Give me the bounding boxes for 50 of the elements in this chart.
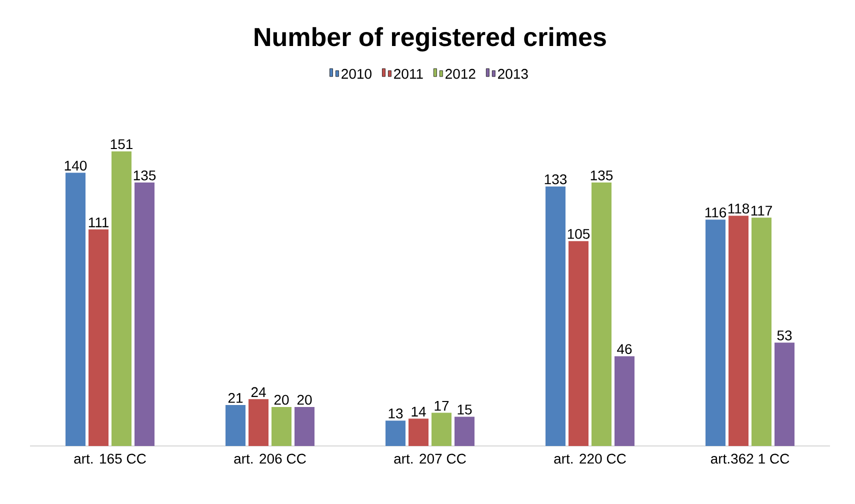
data-label: 14	[412, 406, 426, 416]
bar	[408, 418, 429, 446]
bar	[614, 356, 635, 446]
bar	[226, 405, 246, 446]
data-label: 17	[434, 400, 449, 411]
data-label: 133	[544, 174, 567, 184]
data-label: 105	[568, 228, 590, 239]
data-label: 151	[110, 139, 133, 150]
x-tick-label: art. 220 CC	[554, 454, 626, 464]
bar	[592, 182, 612, 446]
bar	[272, 406, 292, 446]
data-label: 13	[388, 408, 403, 418]
bar	[134, 182, 155, 446]
data-label: 116	[705, 208, 726, 218]
bar	[386, 420, 406, 446]
x-tick-label: art. 165 CC	[74, 454, 146, 464]
bar	[294, 406, 315, 446]
bar	[248, 399, 269, 446]
bar	[88, 229, 109, 446]
x-tick-label: art. 206 CC	[234, 454, 306, 464]
bar	[568, 241, 589, 446]
data-label: 20	[274, 394, 289, 405]
data-label: 117	[751, 206, 772, 216]
bar	[774, 342, 795, 446]
data-label: 21	[228, 393, 243, 403]
data-label: 46	[617, 344, 632, 354]
x-tick-label: art.362 1 CC	[710, 454, 790, 464]
bar	[454, 416, 475, 446]
bar	[66, 172, 86, 446]
data-label: 20	[297, 394, 312, 405]
data-label: 118	[728, 204, 750, 214]
data-label: 53	[777, 330, 792, 340]
data-label: 140	[64, 160, 87, 171]
bar	[546, 186, 566, 446]
data-label: 135	[134, 170, 156, 180]
data-label: 15	[458, 404, 472, 415]
bar	[728, 216, 749, 446]
bar	[112, 151, 132, 446]
chart-title: Number of registered crimes	[254, 27, 606, 52]
bar	[752, 218, 772, 446]
data-label: 111	[88, 218, 108, 228]
data-label: 24	[251, 387, 266, 397]
bar	[706, 220, 726, 446]
x-tick-label: art. 207 CC	[394, 454, 466, 464]
legend-label: 2013	[498, 68, 528, 79]
bar	[432, 412, 452, 446]
legend-label: 2012	[446, 68, 476, 79]
legend-label: 2011	[394, 68, 423, 79]
legend-label: 2010	[342, 68, 372, 79]
data-label: 135	[590, 170, 613, 180]
